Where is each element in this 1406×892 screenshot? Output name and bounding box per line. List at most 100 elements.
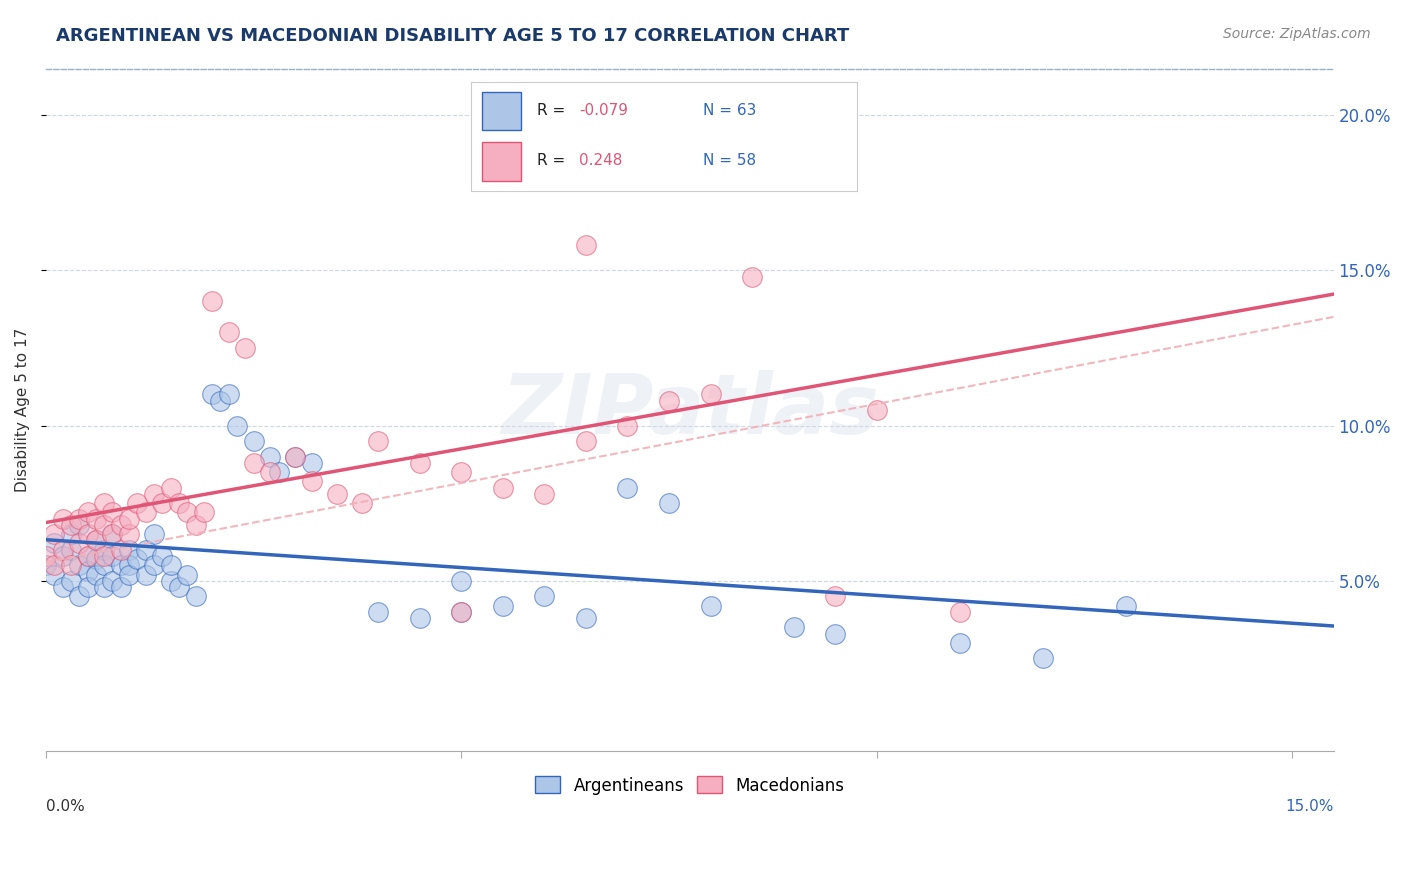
Point — [450, 465, 472, 479]
Point — [118, 527, 141, 541]
Point — [150, 496, 173, 510]
Point — [226, 418, 249, 433]
Point — [44, 558, 66, 573]
Point — [150, 549, 173, 563]
Point — [127, 552, 149, 566]
Point — [67, 536, 90, 550]
Point — [101, 574, 124, 588]
Point — [101, 549, 124, 563]
Point — [93, 496, 115, 510]
Point — [201, 294, 224, 309]
Text: Source: ZipAtlas.com: Source: ZipAtlas.com — [1223, 27, 1371, 41]
Point — [93, 542, 115, 557]
Point — [35, 549, 58, 563]
Point — [84, 533, 107, 548]
Point — [101, 505, 124, 519]
Point — [52, 580, 75, 594]
Text: 0.0%: 0.0% — [46, 799, 84, 814]
Point — [367, 434, 389, 448]
Point — [782, 139, 804, 153]
Point — [616, 418, 638, 433]
Point — [259, 450, 281, 464]
Point — [76, 505, 98, 519]
Point — [76, 549, 98, 563]
Point — [143, 527, 166, 541]
Point — [301, 456, 323, 470]
Point — [533, 170, 555, 185]
Point — [35, 558, 58, 573]
Point — [699, 387, 721, 401]
Point — [44, 527, 66, 541]
Point — [110, 517, 132, 532]
Y-axis label: Disability Age 5 to 17: Disability Age 5 to 17 — [15, 328, 30, 492]
Point — [176, 505, 198, 519]
Point — [84, 567, 107, 582]
Point — [658, 393, 681, 408]
Point — [235, 341, 257, 355]
Point — [450, 605, 472, 619]
Point — [533, 487, 555, 501]
Point — [135, 542, 157, 557]
Text: ARGENTINEAN VS MACEDONIAN DISABILITY AGE 5 TO 17 CORRELATION CHART: ARGENTINEAN VS MACEDONIAN DISABILITY AGE… — [56, 27, 849, 45]
Point — [118, 567, 141, 582]
Text: 15.0%: 15.0% — [1285, 799, 1334, 814]
Point — [59, 558, 82, 573]
Point — [76, 580, 98, 594]
Point — [949, 636, 972, 650]
Point — [267, 465, 290, 479]
Point — [135, 505, 157, 519]
Point — [301, 475, 323, 489]
Point — [135, 567, 157, 582]
Point — [67, 558, 90, 573]
Point — [76, 549, 98, 563]
Point — [93, 580, 115, 594]
Point — [575, 238, 598, 252]
Point — [52, 511, 75, 525]
Point — [450, 605, 472, 619]
Point — [167, 496, 190, 510]
Point — [218, 387, 240, 401]
Point — [699, 599, 721, 613]
Point — [118, 558, 141, 573]
Point — [409, 611, 432, 625]
Point — [325, 487, 347, 501]
Point — [575, 611, 598, 625]
Point — [218, 326, 240, 340]
Point — [741, 269, 763, 284]
Point — [409, 456, 432, 470]
Point — [52, 549, 75, 563]
Point — [824, 589, 846, 603]
Point — [159, 481, 181, 495]
Point — [159, 558, 181, 573]
Legend: Argentineans, Macedonians: Argentineans, Macedonians — [529, 770, 851, 801]
Point — [450, 574, 472, 588]
Point — [76, 565, 98, 579]
Point — [1115, 599, 1137, 613]
Point — [67, 517, 90, 532]
Point — [1032, 651, 1054, 665]
Point — [127, 496, 149, 510]
Point — [93, 517, 115, 532]
Point — [101, 527, 124, 541]
Point — [284, 450, 307, 464]
Point — [492, 481, 515, 495]
Point — [350, 496, 373, 510]
Point — [101, 527, 124, 541]
Point — [44, 536, 66, 550]
Point — [93, 549, 115, 563]
Point — [143, 487, 166, 501]
Point — [84, 552, 107, 566]
Point — [184, 589, 207, 603]
Point — [533, 589, 555, 603]
Point — [110, 558, 132, 573]
Point — [242, 456, 264, 470]
Point — [184, 517, 207, 532]
Point — [118, 511, 141, 525]
Point — [782, 620, 804, 634]
Point — [193, 505, 215, 519]
Point — [59, 542, 82, 557]
Point — [367, 605, 389, 619]
Point — [93, 558, 115, 573]
Point — [492, 599, 515, 613]
Point — [67, 511, 90, 525]
